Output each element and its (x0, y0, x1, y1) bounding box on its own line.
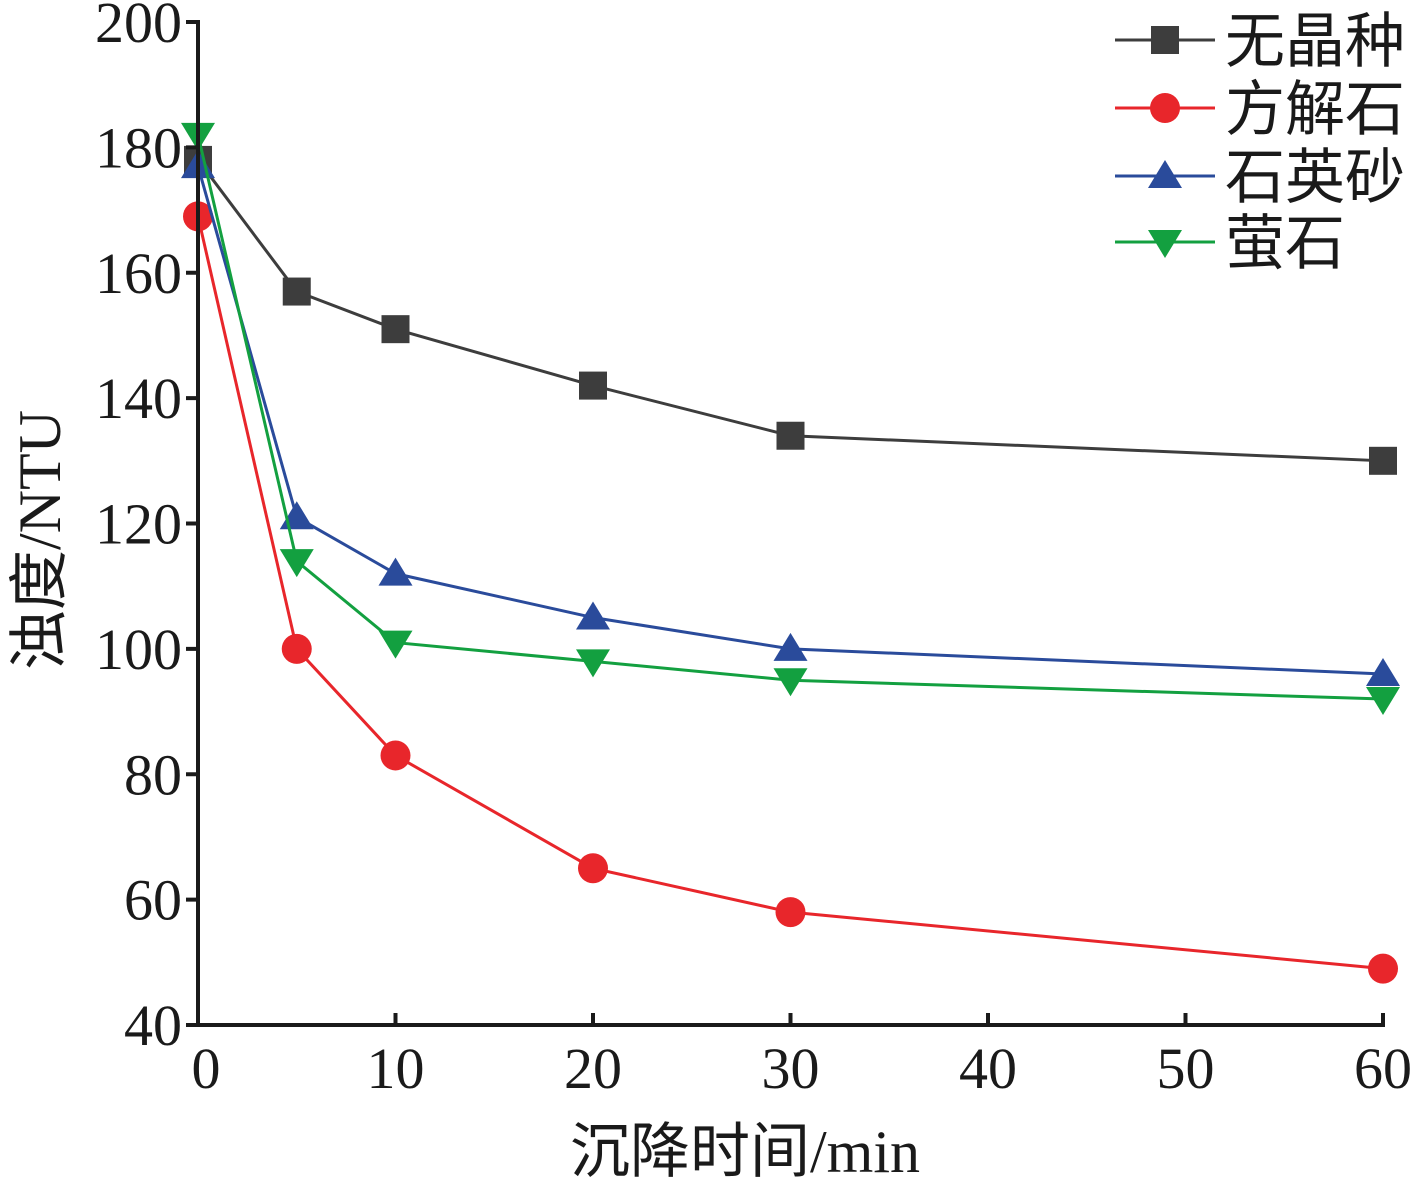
y-tick-label: 120 (95, 492, 182, 557)
series-line (196, 165, 1384, 676)
y-axis-label: 浊度/NTU (7, 410, 73, 670)
data-point (773, 632, 808, 661)
data-point (380, 740, 411, 771)
ticks: 40 60 80 100 120 140 160 180 200 0 10 20 30 40 50 60 (95, 0, 1412, 1101)
x-tick-label: 40 (959, 1036, 1017, 1101)
series-line (196, 159, 1384, 463)
data-point (776, 421, 805, 450)
legend-label: 石英砂 (1225, 145, 1405, 211)
legend-item: 方解石 (1115, 77, 1405, 143)
data-point (1366, 657, 1400, 686)
data-point (279, 549, 314, 578)
legend-marker (1151, 26, 1179, 54)
series-3 (181, 122, 1400, 716)
x-axis-label: 沉降时间/min (570, 1119, 920, 1181)
legend-label: 方解石 (1225, 77, 1405, 143)
y-tick-label: 200 (95, 0, 182, 55)
data-point (1366, 687, 1400, 716)
legend-item: 无晶种 (1115, 9, 1405, 75)
y-tick-label: 140 (95, 366, 182, 431)
series-2 (181, 150, 1400, 686)
data-point (576, 601, 610, 630)
series-line (196, 134, 1384, 701)
series-layer (181, 122, 1400, 984)
data-point (282, 277, 311, 306)
legend-item: 石英砂 (1115, 145, 1405, 211)
y-tick-label: 60 (124, 868, 182, 933)
data-point (378, 630, 413, 659)
data-point (1369, 446, 1397, 475)
series-line (196, 215, 1384, 971)
x-tick-label: 60 (1354, 1036, 1412, 1101)
axes (196, 20, 1385, 1027)
legend-label: 萤石 (1225, 211, 1345, 277)
data-point (578, 853, 608, 884)
legend-item: 萤石 (1115, 211, 1345, 277)
x-tick-label: 10 (367, 1036, 425, 1101)
data-point (576, 649, 610, 678)
data-point (773, 668, 808, 697)
legend-marker (1150, 93, 1180, 123)
data-point (281, 633, 312, 664)
legend-marker (1148, 160, 1182, 188)
x-tick-label: 50 (1157, 1036, 1215, 1101)
data-point (1368, 953, 1398, 984)
series-1 (183, 201, 1398, 984)
series-0 (184, 145, 1397, 475)
x-tick-label: 30 (762, 1036, 820, 1101)
data-point (775, 897, 806, 928)
y-tick-label: 40 (124, 993, 182, 1058)
x-tick-label: 0 (192, 1036, 221, 1101)
y-tick-label: 180 (95, 115, 182, 180)
y-tick-label: 160 (95, 241, 182, 306)
legend-marker (1148, 230, 1182, 258)
data-point (378, 557, 413, 586)
data-point (579, 371, 607, 400)
x-tick-label: 20 (564, 1036, 622, 1101)
data-point (381, 315, 410, 344)
legend-label: 无晶种 (1225, 9, 1405, 75)
y-tick-label: 100 (95, 617, 182, 682)
y-tick-label: 80 (124, 742, 182, 807)
